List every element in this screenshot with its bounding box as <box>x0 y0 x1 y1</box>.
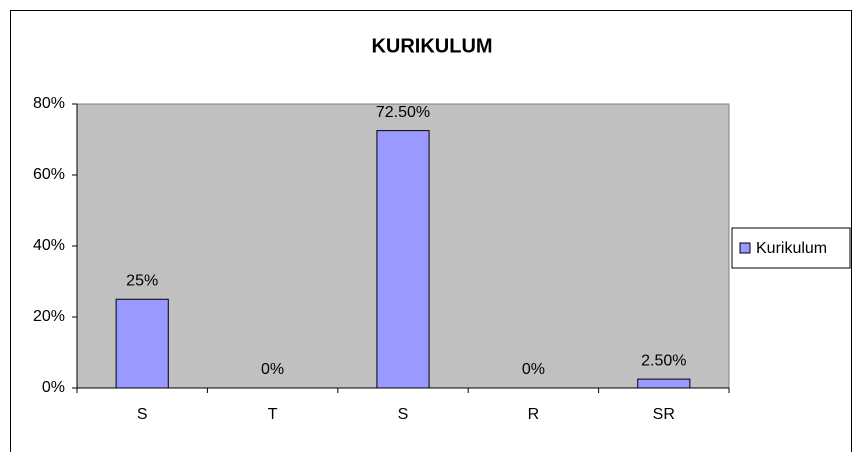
data-label: 2.50% <box>641 352 686 369</box>
legend-label: Kurikulum <box>756 240 827 257</box>
data-label: 25% <box>126 272 158 289</box>
bar <box>376 130 430 389</box>
bar <box>115 298 169 389</box>
chart-title: KURIKULUM <box>371 35 492 57</box>
y-tick-label: 40% <box>33 237 65 254</box>
legend-box <box>731 227 851 269</box>
chart-border <box>10 10 852 452</box>
x-tick-label: R <box>528 406 540 423</box>
y-tick-label: 20% <box>33 308 65 325</box>
x-tick-label: S <box>398 406 409 423</box>
x-tick-label: S <box>137 406 148 423</box>
data-label: 0% <box>522 361 545 378</box>
data-label: 72.50% <box>376 104 430 121</box>
data-label: 0% <box>261 361 284 378</box>
x-tick-label: SR <box>653 406 675 423</box>
y-tick-label: 80% <box>33 95 65 112</box>
bar <box>637 378 691 389</box>
y-tick-label: 0% <box>42 379 65 396</box>
x-tick-label: T <box>268 406 278 423</box>
legend-swatch <box>739 242 751 254</box>
y-tick-label: 60% <box>33 166 65 183</box>
